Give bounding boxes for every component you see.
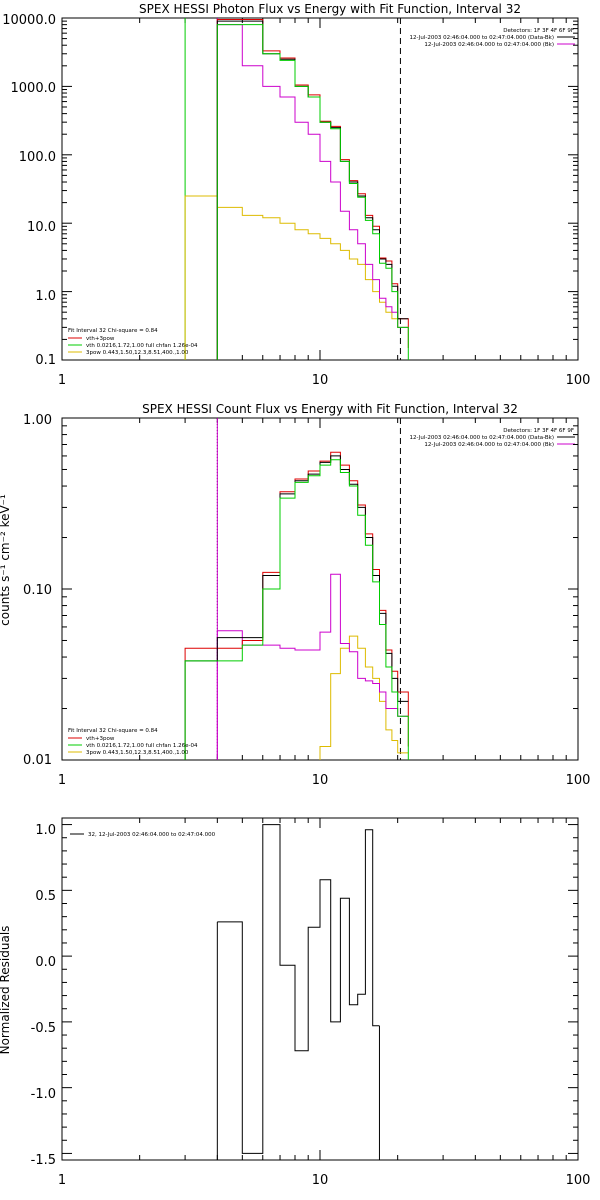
- panel1-ytick-label: 1000.0: [11, 81, 57, 96]
- panel1-info-line: 12-Jul-2003 02:46:04.000 to 02:47:04.000…: [410, 35, 555, 41]
- panel1-fit-line: Fit Interval 32 Chi-square = 0.84: [68, 328, 158, 334]
- panel2-ytick-label: 1.00: [23, 413, 52, 428]
- panel1-xtick-label: 1: [58, 373, 66, 388]
- panel1-ytick-label: 10.0: [27, 220, 56, 235]
- panel2-detectors-label: Detectors: 1F 3F 4F 6F 9F: [503, 428, 574, 434]
- panel2-title: SPEX HESSI Count Flux vs Energy with Fit…: [142, 402, 518, 416]
- panel3-ytick-label: -1.5: [31, 1153, 56, 1168]
- panel3-ytick-label: 0.0: [35, 955, 56, 970]
- panel1-fit-line: 3pow 0.443,1.50,12.3,8.51,400.,1.00: [86, 350, 189, 356]
- panel3-frame: [61, 817, 579, 1161]
- panel-photon-flux: SPEX HESSI Photon Flux vs Energy with Fi…: [2, 2, 590, 388]
- series-line-32: [217, 824, 380, 1154]
- panel2-xtick-label: 1: [58, 773, 66, 788]
- panel1-plot-area: [61, 17, 579, 361]
- panel-count-flux: SPEX HESSI Count Flux vs Energy with Fit…: [0, 402, 590, 788]
- panel1-fit-line: vth+3pow: [86, 336, 115, 342]
- panel3-ytick-label: 0.5: [35, 889, 56, 904]
- panel3-xtick-label: 1: [58, 1173, 66, 1188]
- series-line-bk: [216, 573, 409, 760]
- panel1-ytick-label: 10000.0: [2, 13, 56, 28]
- panel2-fit-legend: Fit Interval 32 Chi-square = 0.84 vth+3p…: [68, 728, 198, 756]
- panel2-xtick-label: 100: [566, 773, 591, 788]
- panel3-xtick-label: 10: [312, 1173, 329, 1188]
- panel3-ytick-label: -1.0: [31, 1087, 56, 1102]
- panel2-ytick-label: 0.01: [23, 753, 52, 768]
- panel3-xtick-label: 100: [566, 1173, 591, 1188]
- series-line-3pow: [184, 195, 409, 360]
- panel3-plot-area: [61, 818, 579, 1160]
- series-line-data-bk: [184, 455, 409, 760]
- panel3-y-axis-label: Normalized Residuals: [0, 926, 12, 1055]
- panel2-fit-line: 3pow 0.443,1.50,12.3,8.51,400.,1.00: [86, 750, 189, 756]
- series-line-bk: [216, 24, 409, 360]
- panel1-ytick-label: 0.1: [35, 353, 56, 368]
- panel1-info-line: 12-Jul-2003 02:46:04.000 to 02:47:04.000…: [424, 42, 554, 48]
- panel1-fit-line: vth 0.0216,1.72,1.00 full chfan 1.26e-04: [86, 343, 198, 349]
- panel-residuals: -1.5 -1.0 -0.5 0.0 0.5 1.0 Normalized Re…: [0, 817, 591, 1188]
- panel2-plot-area: [61, 417, 579, 761]
- panel1-info-legend: 12-Jul-2003 02:46:04.000 to 02:47:04.000…: [410, 35, 575, 48]
- panel1-fit-legend: Fit Interval 32 Chi-square = 0.84 vth+3p…: [68, 328, 198, 356]
- panel1-frame: [61, 17, 579, 361]
- panel2-info-legend: 12-Jul-2003 02:46:04.000 to 02:47:04.000…: [410, 435, 575, 448]
- panel2-y-axis-label: counts s⁻¹ cm⁻² keV⁻¹: [0, 494, 12, 626]
- series-line-vth-3pow: [216, 19, 409, 360]
- panel2-info-line: 12-Jul-2003 02:46:04.000 to 02:47:04.000…: [410, 435, 555, 441]
- panel1-detectors-label: Detectors: 1F 3F 4F 6F 9F: [503, 28, 574, 34]
- series-line-vth: [216, 24, 409, 360]
- panel1-title: SPEX HESSI Photon Flux vs Energy with Fi…: [139, 2, 521, 16]
- panel1-ytick-label: 1.0: [35, 289, 56, 304]
- panel3-ytick-label: 1.0: [35, 823, 56, 838]
- panel3-ytick-label: -0.5: [31, 1021, 56, 1036]
- panel2-xtick-label: 10: [312, 773, 329, 788]
- panel2-info-line: 12-Jul-2003 02:46:04.000 to 02:47:04.000…: [424, 442, 554, 448]
- series-line-vth-3pow: [184, 451, 409, 760]
- panel1-ytick-label: 100.0: [19, 150, 56, 165]
- panel1-y-tick-labels: 0.1 1.0 10.0 100.0 1000.0 10000.0: [2, 13, 56, 368]
- panel3-legend-label: 32, 12-Jul-2003 02:46:04.000 to 02:47:04…: [88, 832, 216, 838]
- series-line-vth: [184, 459, 409, 760]
- panel1-xtick-label: 100: [566, 373, 591, 388]
- panel2-fit-line: vth 0.0216,1.72,1.00 full chfan 1.26e-04: [86, 743, 198, 749]
- panel2-fit-line: Fit Interval 32 Chi-square = 0.84: [68, 728, 158, 734]
- panel1-xtick-label: 10: [312, 373, 329, 388]
- series-line-data-bk: [216, 20, 409, 360]
- panel2-fit-line: vth+3pow: [86, 736, 115, 742]
- panel2-ytick-label: 0.10: [23, 583, 52, 598]
- series-line-3pow: [319, 635, 409, 760]
